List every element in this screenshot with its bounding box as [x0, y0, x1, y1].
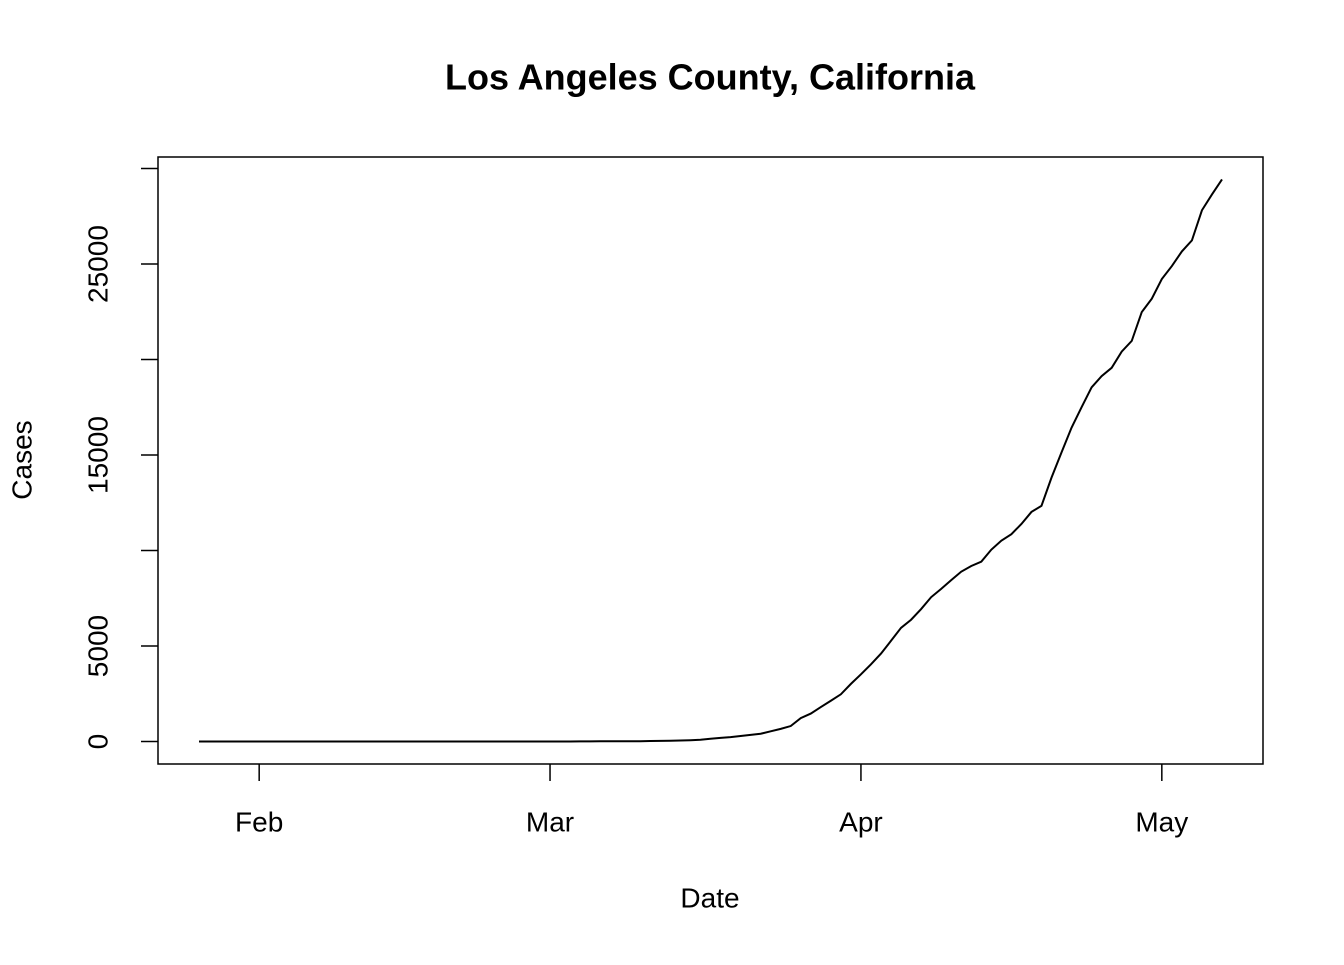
y-axis-label: Cases [6, 420, 37, 499]
plot-frame [157, 156, 1264, 765]
y-tick-label: 15000 [82, 416, 113, 494]
x-tick-label: Apr [839, 806, 883, 837]
y-tick-label: 0 [82, 734, 113, 750]
chart-title: Los Angeles County, California [445, 57, 976, 98]
data-line [199, 178, 1223, 743]
x-tick-label: May [1135, 806, 1188, 837]
x-tick-label: Mar [526, 806, 574, 837]
y-tick-label: 5000 [82, 615, 113, 677]
x-tick-label: Feb [235, 806, 283, 837]
x-axis-label: Date [680, 882, 739, 913]
y-tick-label: 25000 [82, 225, 113, 303]
